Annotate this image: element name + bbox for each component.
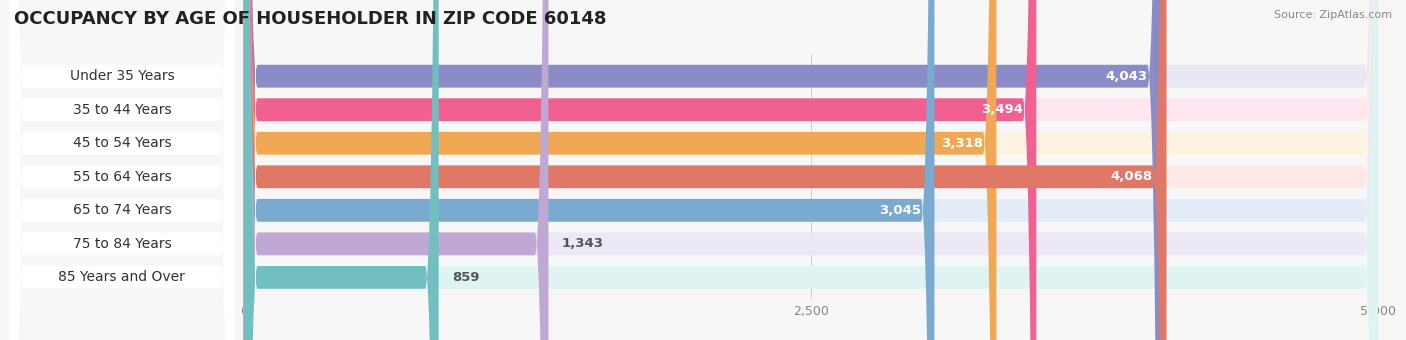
FancyBboxPatch shape [243,0,1378,340]
Text: 3,318: 3,318 [941,137,983,150]
FancyBboxPatch shape [243,0,1378,340]
FancyBboxPatch shape [243,0,997,340]
FancyBboxPatch shape [10,0,233,340]
Text: 3,494: 3,494 [981,103,1022,116]
FancyBboxPatch shape [243,0,548,340]
FancyBboxPatch shape [243,0,1036,340]
Text: Under 35 Years: Under 35 Years [69,69,174,83]
Text: 45 to 54 Years: 45 to 54 Years [73,136,172,150]
Text: 1,343: 1,343 [562,237,605,250]
Text: 4,043: 4,043 [1105,70,1147,83]
Text: 85 Years and Over: 85 Years and Over [59,270,186,284]
FancyBboxPatch shape [10,0,233,340]
FancyBboxPatch shape [10,0,233,340]
FancyBboxPatch shape [243,0,1161,340]
FancyBboxPatch shape [243,0,1378,340]
FancyBboxPatch shape [243,0,1378,340]
Text: 4,068: 4,068 [1111,170,1153,183]
FancyBboxPatch shape [10,0,233,340]
Text: OCCUPANCY BY AGE OF HOUSEHOLDER IN ZIP CODE 60148: OCCUPANCY BY AGE OF HOUSEHOLDER IN ZIP C… [14,10,606,28]
FancyBboxPatch shape [243,0,1378,340]
FancyBboxPatch shape [243,0,439,340]
Text: 3,045: 3,045 [879,204,921,217]
FancyBboxPatch shape [243,0,1378,340]
FancyBboxPatch shape [10,0,233,340]
Text: 35 to 44 Years: 35 to 44 Years [73,103,172,117]
Text: 65 to 74 Years: 65 to 74 Years [73,203,172,217]
FancyBboxPatch shape [243,0,1378,340]
Text: Source: ZipAtlas.com: Source: ZipAtlas.com [1274,10,1392,20]
FancyBboxPatch shape [10,0,233,340]
Text: 859: 859 [453,271,479,284]
FancyBboxPatch shape [10,0,233,340]
Text: 55 to 64 Years: 55 to 64 Years [73,170,172,184]
Text: 75 to 84 Years: 75 to 84 Years [73,237,172,251]
FancyBboxPatch shape [243,0,1167,340]
FancyBboxPatch shape [243,0,935,340]
